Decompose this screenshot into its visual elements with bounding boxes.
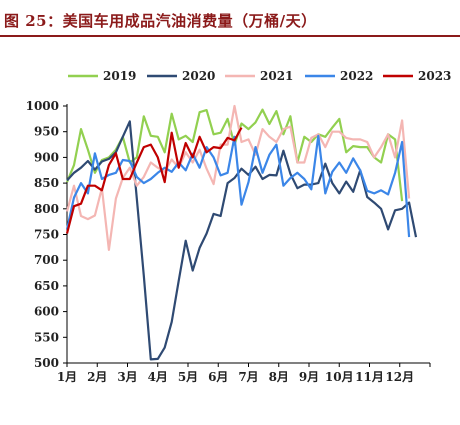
series-line-2023 <box>65 127 243 234</box>
title-rule <box>0 35 460 37</box>
y-axis: 500 550 600 650 700 750 800 850 900 950 1000 <box>26 99 68 370</box>
x-tick-label: 10月 <box>325 370 354 384</box>
y-tick-label: 500 <box>34 356 59 370</box>
y-tick-label: 950 <box>34 125 59 139</box>
x-tick-label: 1月 <box>57 370 77 384</box>
legend-label-2019: 2019 <box>103 69 136 83</box>
y-tick-label: 650 <box>34 279 59 293</box>
legend-label-2023: 2023 <box>418 69 451 83</box>
x-tick-label: 2月 <box>87 370 107 384</box>
y-tick-label: 550 <box>34 330 59 344</box>
series-line-2020 <box>66 120 418 361</box>
x-tick-label: 3月 <box>117 370 137 384</box>
page-title: 图 25：美国车用成品汽油消费量（万桶/天） <box>4 12 317 30</box>
x-axis: 1月 2月 3月 4月 5月 6月 7月 8月 9月 10月 11月 12月 <box>57 362 431 384</box>
x-tick-label: 8月 <box>269 370 289 384</box>
series-line-2021 <box>65 104 411 251</box>
y-tick-label: 750 <box>34 228 59 242</box>
y-tick-label: 900 <box>34 150 59 164</box>
y-tick-label: 800 <box>34 202 59 216</box>
y-tick-label: 1000 <box>26 99 59 113</box>
x-tick-label: 11月 <box>355 370 384 384</box>
x-tick-label: 6月 <box>208 370 228 384</box>
x-tick-label: 9月 <box>299 370 319 384</box>
y-tick-label: 600 <box>34 305 59 319</box>
x-tick-label: 4月 <box>148 370 168 384</box>
legend-label-2020: 2020 <box>182 69 215 83</box>
x-tick-label: 7月 <box>238 370 258 384</box>
series-line-2022 <box>65 134 411 238</box>
series-lines <box>65 104 418 361</box>
y-tick-label: 700 <box>34 253 59 267</box>
x-tick-label: 12月 <box>385 370 414 384</box>
chart-legend: 2019 2020 2021 2022 2023 <box>68 69 451 83</box>
legend-label-2022: 2022 <box>340 69 373 83</box>
y-tick-label: 850 <box>34 176 59 190</box>
x-tick-label: 5月 <box>178 370 198 384</box>
legend-label-2021: 2021 <box>260 69 293 83</box>
